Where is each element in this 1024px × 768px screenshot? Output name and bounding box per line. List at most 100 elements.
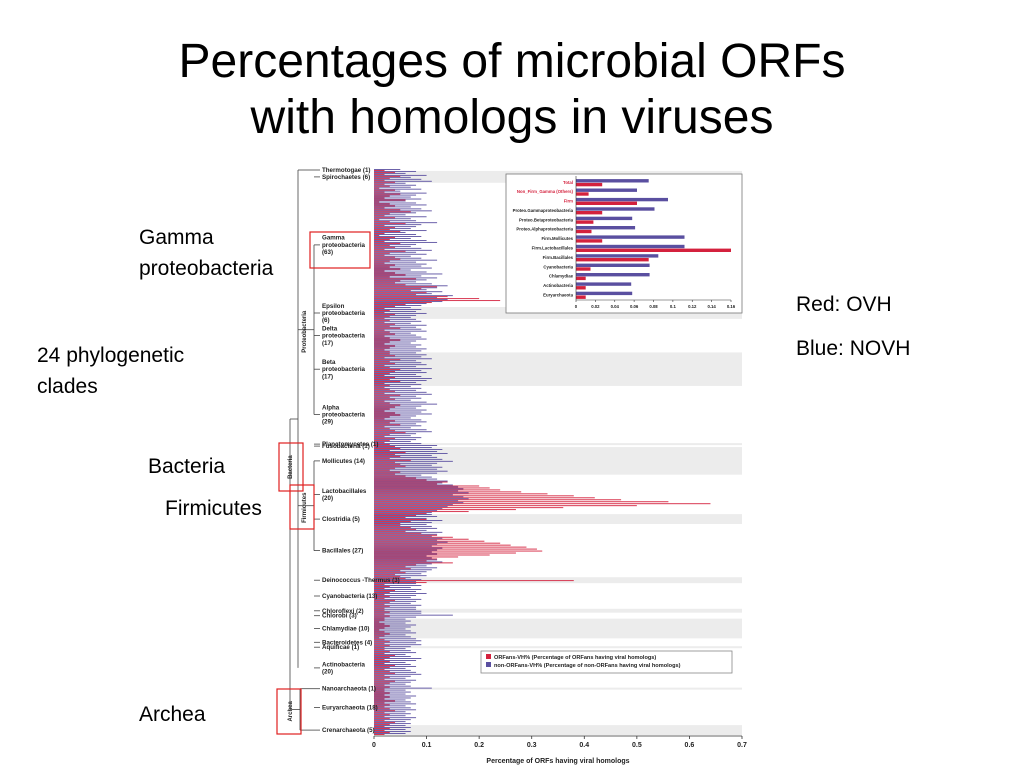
bar-novh bbox=[374, 567, 438, 569]
bar-ovh bbox=[374, 578, 406, 580]
bar-novh bbox=[374, 174, 427, 176]
bar-ovh bbox=[374, 702, 385, 704]
inset-bar-novh bbox=[576, 235, 685, 239]
bar-ovh bbox=[374, 254, 385, 256]
bar-ovh bbox=[374, 576, 401, 578]
inset-bar-novh bbox=[576, 291, 633, 296]
bar-novh bbox=[374, 332, 411, 334]
bar-ovh bbox=[374, 365, 385, 367]
bar-novh bbox=[374, 598, 422, 600]
bar-ovh bbox=[374, 361, 390, 363]
bar-ovh bbox=[374, 471, 401, 473]
bar-novh bbox=[374, 344, 422, 346]
bar-novh bbox=[374, 573, 422, 575]
clade-band bbox=[374, 514, 742, 524]
bar-ovh bbox=[374, 637, 380, 639]
annotation-clades: 24 phylogenetic clades bbox=[37, 340, 184, 402]
bar-novh bbox=[374, 409, 427, 411]
clade-label-alpha-proteobacteria-29: Alpha proteobacteria (29) bbox=[322, 404, 366, 425]
bar-ovh bbox=[374, 694, 385, 696]
bar-ovh bbox=[374, 524, 401, 526]
bar-novh bbox=[374, 449, 443, 450]
bar-novh bbox=[374, 594, 417, 596]
bar-ovh bbox=[374, 574, 396, 576]
bar-novh bbox=[374, 360, 417, 362]
bar-novh bbox=[374, 569, 432, 571]
bar-ovh bbox=[374, 416, 390, 418]
bar-ovh bbox=[374, 402, 390, 404]
bar-ovh bbox=[374, 457, 390, 459]
bar-ovh bbox=[374, 444, 390, 445]
bar-ovh bbox=[374, 609, 385, 611]
bar-ovh bbox=[374, 432, 406, 434]
bar-novh bbox=[374, 245, 411, 247]
bar-novh bbox=[374, 516, 438, 517]
bar-ovh bbox=[374, 647, 385, 649]
bar-ovh bbox=[374, 629, 380, 631]
gamma-highlight-box bbox=[309, 231, 371, 269]
bar-ovh bbox=[374, 477, 417, 479]
bar-novh bbox=[374, 514, 432, 516]
bar-novh bbox=[374, 543, 438, 545]
bar-novh bbox=[374, 253, 427, 255]
bar-novh bbox=[374, 494, 453, 496]
x-tick-label: 0.4 bbox=[579, 742, 589, 749]
bar-novh bbox=[374, 476, 432, 478]
bar-novh bbox=[374, 504, 453, 506]
bar-ovh bbox=[374, 430, 396, 432]
bar-novh bbox=[374, 281, 417, 283]
bar-ovh bbox=[374, 680, 396, 682]
bar-novh bbox=[374, 243, 417, 245]
annotation-archea: Archea bbox=[139, 703, 206, 726]
bar-novh bbox=[374, 295, 453, 297]
bar-novh bbox=[374, 356, 422, 358]
bar-ovh bbox=[374, 582, 427, 584]
bar-novh bbox=[374, 287, 438, 289]
bar-ovh bbox=[374, 455, 401, 457]
bar-ovh bbox=[374, 718, 390, 720]
bar-ovh bbox=[374, 485, 480, 487]
bar-novh bbox=[374, 342, 411, 344]
clade-band bbox=[374, 687, 742, 690]
inset-frame bbox=[505, 173, 743, 314]
bar-novh bbox=[374, 170, 417, 172]
bar-novh bbox=[374, 210, 432, 212]
bar-novh bbox=[374, 378, 432, 379]
bar-novh bbox=[374, 389, 417, 391]
inset-bar-ovh bbox=[576, 258, 649, 262]
bar-ovh bbox=[374, 511, 469, 513]
clade-band bbox=[374, 618, 742, 639]
bar-ovh bbox=[374, 554, 490, 556]
bar-novh bbox=[374, 330, 427, 332]
bar-ovh bbox=[374, 359, 401, 361]
bar-novh bbox=[374, 318, 417, 320]
bar-novh bbox=[374, 328, 422, 330]
bar-ovh bbox=[374, 607, 385, 609]
inset-category-label: Proteo.Betaproteobacteria bbox=[519, 217, 574, 222]
bar-novh bbox=[374, 376, 422, 377]
clade-label-bacillales-27: Bacillales (27) bbox=[322, 548, 363, 555]
bar-novh bbox=[374, 214, 406, 216]
annotation-blue-key: Blue: NOVH bbox=[796, 337, 911, 360]
bar-novh bbox=[374, 579, 422, 581]
inset-bar-ovh bbox=[576, 192, 589, 196]
bar-ovh bbox=[374, 345, 396, 347]
bar-ovh bbox=[374, 313, 396, 315]
bar-ovh bbox=[374, 217, 396, 219]
bar-novh bbox=[374, 192, 427, 194]
bar-novh bbox=[374, 194, 417, 196]
bar-novh bbox=[374, 541, 448, 543]
bar-novh bbox=[374, 490, 459, 492]
bar-ovh bbox=[374, 215, 385, 217]
bar-novh bbox=[374, 441, 411, 443]
bar-ovh bbox=[374, 351, 390, 353]
bar-ovh bbox=[374, 418, 385, 420]
bar-novh bbox=[374, 261, 417, 263]
bar-ovh bbox=[374, 714, 390, 716]
annotation-bacteria: Bacteria bbox=[148, 455, 226, 478]
inset-x-tick-label: 0.02 bbox=[591, 304, 600, 309]
bar-ovh bbox=[374, 548, 537, 550]
bar-ovh bbox=[374, 173, 385, 175]
bar-ovh bbox=[374, 282, 396, 284]
inset-bar-novh bbox=[576, 216, 633, 221]
